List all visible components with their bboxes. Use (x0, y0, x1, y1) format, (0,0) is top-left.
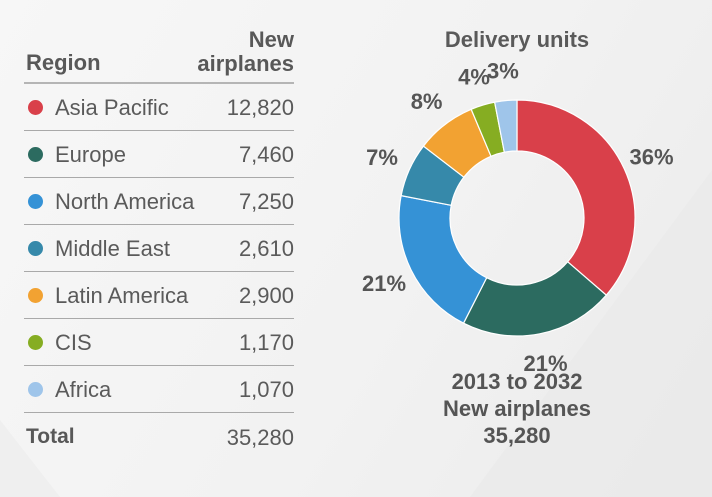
legend-dot-icon (28, 382, 43, 397)
total-label: Total (26, 425, 75, 448)
table-row: Latin America 2,900 (24, 272, 294, 319)
caption-period: 2013 to 2032 (451, 369, 583, 394)
header-region: Region (26, 50, 101, 75)
caption-label: New airplanes (443, 396, 591, 421)
donut-slice-asia-pacific (516, 99, 636, 296)
slice-label-europe: 21% (524, 351, 568, 376)
region-value: 2,610 (238, 236, 294, 261)
table-row: Europe 7,460 (24, 131, 294, 178)
legend-dot-icon (28, 241, 43, 256)
table-row: Middle East 2,610 (24, 225, 294, 272)
total-value: 35,280 (226, 425, 294, 450)
legend-dot-icon (28, 194, 43, 209)
legend-dot-icon (28, 288, 43, 303)
legend-dot-icon (28, 147, 43, 162)
chart-title: Delivery units (444, 27, 590, 52)
table-header: Region New airplanes (24, 26, 294, 84)
regions-table: Region New airplanes Asia Pacific 12,820… (24, 26, 294, 459)
slice-label-latin-america: 8% (411, 89, 443, 114)
donut-slice-north-america (398, 194, 488, 325)
region-name: Middle East (55, 236, 170, 261)
table-row: Africa 1,070 (24, 366, 294, 413)
region-name: Europe (55, 142, 126, 167)
table-row: North America 7,250 (24, 178, 294, 225)
region-value: 1,070 (238, 377, 294, 402)
header-new-airplanes: New airplanes (197, 28, 294, 76)
region-value: 12,820 (226, 95, 294, 120)
legend-dot-icon (28, 100, 43, 115)
region-value: 2,900 (238, 283, 294, 308)
table-row: Asia Pacific 12,820 (24, 84, 294, 131)
region-value: 7,460 (238, 142, 294, 167)
region-name: CIS (55, 330, 92, 355)
slice-label-africa: 3% (487, 59, 519, 84)
header-new-line2: airplanes (197, 51, 294, 76)
slice-label-north-america: 21% (362, 271, 406, 296)
region-name: Africa (55, 377, 112, 402)
chart-caption: 2013 to 2032 New airplanes 35,280 (386, 368, 648, 449)
table-total-row: Total 35,280 (24, 413, 294, 459)
region-value: 1,170 (238, 330, 294, 355)
slice-label-asia-pacific: 36% (630, 144, 674, 169)
donut-slice-africa (493, 99, 518, 153)
region-name: Asia Pacific (55, 95, 169, 120)
region-value: 7,250 (238, 189, 294, 214)
region-name: Latin America (55, 283, 189, 308)
table-row: CIS 1,170 (24, 319, 294, 366)
header-new-line1: New (248, 27, 294, 52)
region-name: North America (55, 189, 195, 214)
slice-label-cis: 4% (458, 64, 490, 89)
caption-total: 35,280 (483, 423, 551, 448)
legend-dot-icon (28, 335, 43, 350)
slice-label-middle-east: 7% (366, 145, 398, 170)
